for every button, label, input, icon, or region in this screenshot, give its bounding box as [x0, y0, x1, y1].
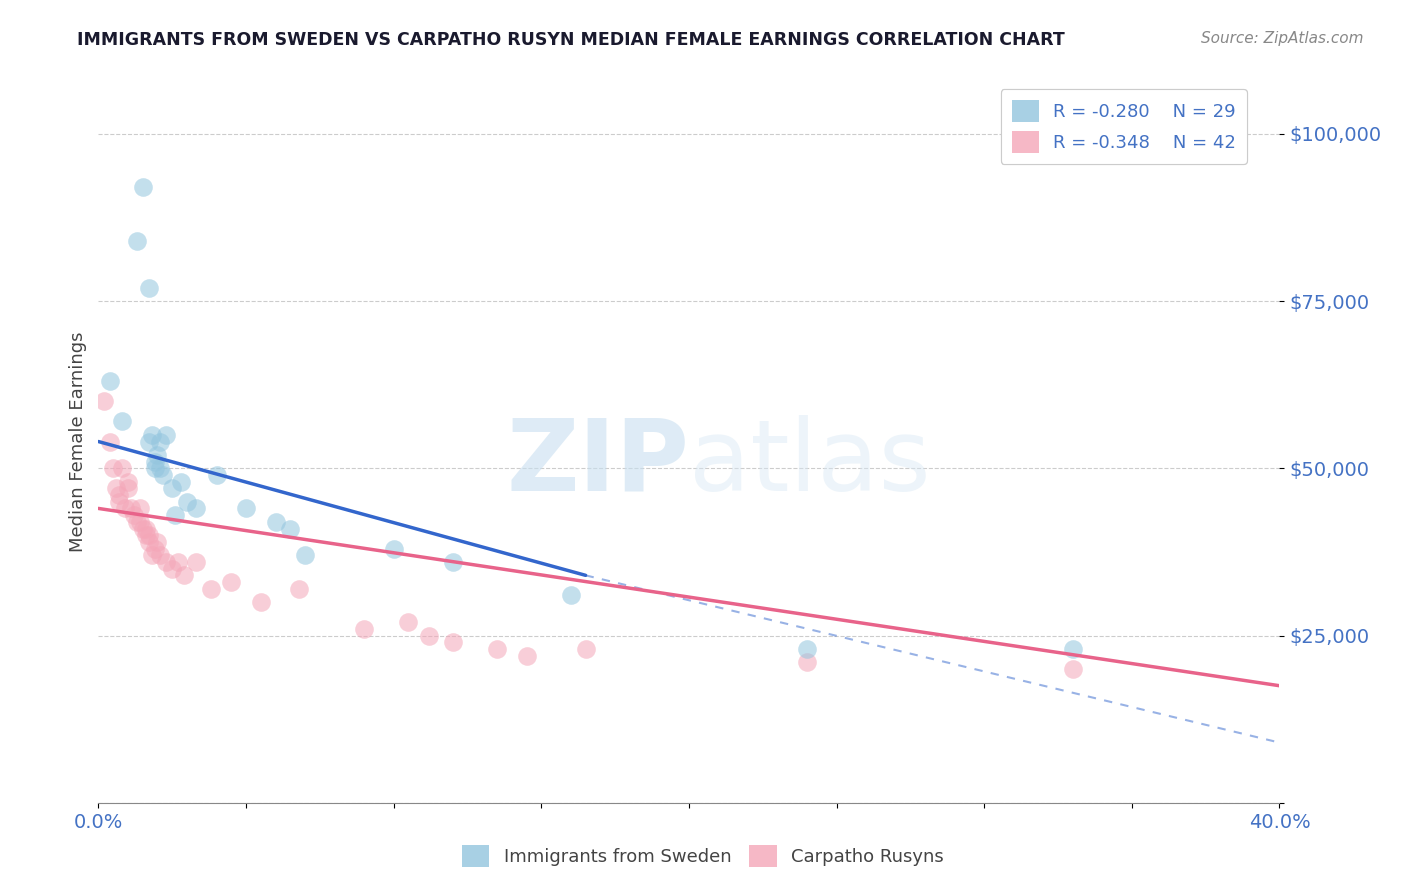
Y-axis label: Median Female Earnings: Median Female Earnings: [69, 331, 87, 552]
Point: [135, 521, 157, 535]
Point: [575, 642, 598, 657]
Point: [170, 475, 193, 489]
Point: [141, 548, 163, 563]
Point: [141, 427, 163, 442]
Point: [128, 501, 150, 516]
Text: IMMIGRANTS FROM SWEDEN VS CARPATHO RUSYN MEDIAN FEMALE EARNINGS CORRELATION CHAR: IMMIGRANTS FROM SWEDEN VS CARPATHO RUSYN…: [77, 31, 1066, 49]
Point: [221, 575, 243, 590]
Point: [382, 541, 405, 556]
Point: [176, 494, 198, 508]
Point: [796, 642, 818, 657]
Point: [132, 180, 155, 194]
Point: [418, 628, 440, 642]
Point: [125, 515, 148, 529]
Point: [117, 482, 139, 496]
Point: [108, 488, 131, 502]
Point: [138, 281, 160, 295]
Point: [796, 655, 818, 669]
Legend: R = -0.280    N = 29, R = -0.348    N = 42: R = -0.280 N = 29, R = -0.348 N = 42: [1001, 89, 1247, 164]
Point: [1062, 642, 1084, 657]
Point: [149, 434, 172, 449]
Point: [114, 501, 136, 516]
Point: [560, 589, 582, 603]
Legend: Immigrants from Sweden, Carpatho Rusyns: Immigrants from Sweden, Carpatho Rusyns: [456, 838, 950, 874]
Point: [165, 508, 187, 523]
Point: [146, 448, 169, 462]
Point: [162, 562, 183, 576]
Point: [1062, 662, 1084, 676]
Point: [184, 555, 207, 569]
Point: [486, 642, 509, 657]
Point: [111, 414, 134, 428]
Point: [120, 501, 142, 516]
Point: [108, 494, 131, 508]
Text: atlas: atlas: [689, 415, 931, 512]
Point: [149, 461, 172, 475]
Point: [294, 548, 316, 563]
Point: [288, 582, 311, 596]
Point: [155, 555, 177, 569]
Point: [117, 475, 139, 489]
Point: [353, 622, 375, 636]
Point: [152, 467, 174, 482]
Point: [143, 454, 166, 469]
Point: [264, 515, 287, 529]
Point: [103, 461, 125, 475]
Point: [138, 434, 160, 449]
Point: [155, 427, 177, 442]
Point: [167, 555, 190, 569]
Point: [205, 467, 228, 482]
Point: [105, 482, 128, 496]
Point: [200, 582, 222, 596]
Point: [235, 501, 257, 516]
Point: [138, 528, 160, 542]
Point: [111, 461, 134, 475]
Point: [173, 568, 195, 582]
Point: [93, 394, 115, 409]
Point: [516, 648, 538, 663]
Text: ZIP: ZIP: [506, 415, 689, 512]
Point: [398, 615, 420, 630]
Point: [250, 595, 273, 609]
Point: [138, 534, 160, 549]
Point: [441, 635, 464, 649]
Point: [143, 461, 166, 475]
Point: [135, 528, 157, 542]
Point: [143, 541, 166, 556]
Point: [98, 375, 121, 389]
Point: [122, 508, 145, 523]
Point: [280, 521, 302, 535]
Point: [132, 521, 155, 535]
Point: [184, 501, 207, 516]
Point: [162, 482, 183, 496]
Point: [146, 534, 169, 549]
Point: [98, 434, 121, 449]
Point: [441, 555, 464, 569]
Point: [128, 515, 150, 529]
Point: [149, 548, 172, 563]
Point: [125, 234, 148, 248]
Text: Source: ZipAtlas.com: Source: ZipAtlas.com: [1201, 31, 1364, 46]
